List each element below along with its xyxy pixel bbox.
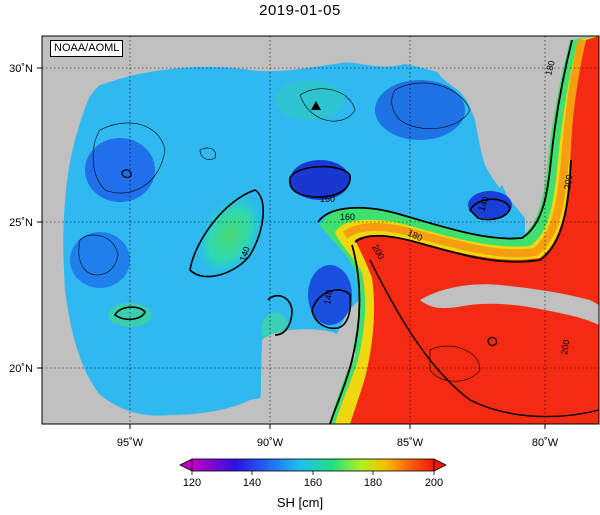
cuba <box>420 284 599 325</box>
station-triangle-icon <box>311 101 321 110</box>
lon-label: 85˚W <box>397 437 424 449</box>
shelf-north <box>275 80 345 120</box>
map-frame <box>41 35 600 425</box>
map-title: 2019-01-05 <box>259 2 341 19</box>
gulf-water <box>63 60 525 416</box>
high-central <box>195 193 265 277</box>
colorbar-tick: 140 <box>243 477 261 489</box>
florida <box>430 36 545 188</box>
ticks <box>37 67 546 429</box>
lat-label: 30˚N <box>9 63 33 75</box>
colorbar-tick: 200 <box>425 477 443 489</box>
contour-label: 160 <box>320 194 335 204</box>
mexico-coast <box>42 36 240 424</box>
colorbar: 120 140 160 180 200 <box>179 458 447 489</box>
contour-label: 140 <box>237 245 252 263</box>
colorbar-tick: 180 <box>364 477 382 489</box>
yucatan <box>260 329 356 424</box>
eddy-southwest <box>70 232 130 288</box>
eddy-west <box>85 138 155 202</box>
lat-label: 25˚N <box>9 217 33 229</box>
contour-label: 160 <box>340 212 355 222</box>
eddy-florida <box>468 191 512 219</box>
colorbar-tick: 160 <box>304 477 322 489</box>
contour-label: 140 <box>322 289 334 306</box>
shelf-blue-north <box>375 80 465 140</box>
eddy-central <box>290 160 350 200</box>
colorbar-label: SH [cm] <box>276 495 324 510</box>
contour-label: 140 <box>476 195 491 213</box>
lat-label: 20˚N <box>9 363 33 375</box>
lon-label: 95˚W <box>117 437 144 449</box>
lon-label: 80˚W <box>532 437 559 449</box>
loop-current-orange-edge <box>342 39 586 258</box>
loop-current-red <box>350 36 599 424</box>
lon-label: 90˚W <box>257 437 284 449</box>
graticule <box>42 36 599 424</box>
credit-label: NOAA/AOML <box>50 40 124 57</box>
contours <box>78 39 599 424</box>
colorbar-tick: 120 <box>183 477 201 489</box>
contour-label: 200 <box>559 339 571 356</box>
contour-label: 200 <box>562 174 574 191</box>
eddy-yucatan <box>308 265 352 325</box>
